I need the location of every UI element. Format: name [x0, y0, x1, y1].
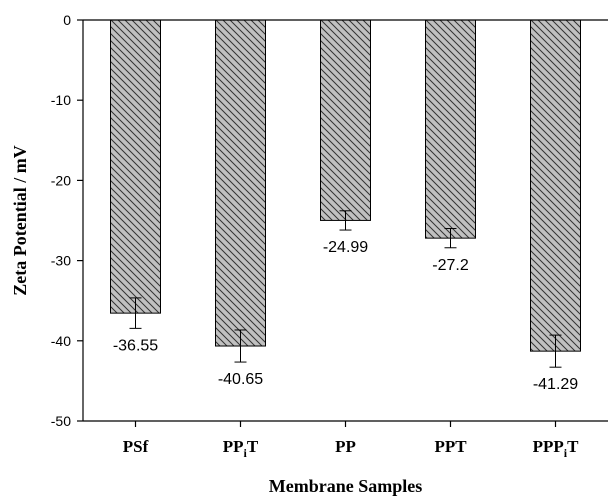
x-tick-label: PPiT — [223, 437, 259, 460]
bar-value-label: -41.29 — [533, 376, 578, 393]
bar — [215, 19, 266, 347]
y-tick-label: -50 — [51, 413, 71, 429]
x-axis-title: Membrane Samples — [269, 476, 422, 496]
data-labels: -36.55 -40.65 -24.99 -27.2 -41.29 — [113, 239, 578, 393]
bar-value-label: -27.2 — [432, 257, 469, 274]
y-ticks: 0 -10 -20 -30 -40 -50 — [51, 12, 83, 429]
bar-value-label: -24.99 — [323, 239, 368, 256]
bar — [320, 19, 371, 221]
y-tick-label: -40 — [51, 333, 71, 349]
x-tick-label: PSf — [123, 437, 149, 456]
y-tick-label: -20 — [51, 172, 71, 188]
x-ticks: PSf PPiT PP PPT PPPiT — [83, 420, 608, 460]
bar-value-label: -36.55 — [113, 337, 158, 354]
x-tick-label: PPPiT — [533, 437, 580, 460]
bar-value-label: -40.65 — [218, 371, 263, 388]
y-tick-label: -30 — [51, 253, 71, 269]
bar — [530, 19, 581, 352]
error-bars-layer — [129, 210, 562, 368]
bar — [425, 19, 476, 239]
y-tick-label: 0 — [63, 12, 71, 28]
bar — [110, 19, 161, 314]
y-axis-title: Zeta Potential / mV — [10, 145, 30, 295]
y-tick-label: -10 — [51, 92, 71, 108]
bars-layer — [110, 19, 581, 352]
x-tick-label: PP — [335, 437, 356, 456]
x-tick-label: PPT — [434, 437, 467, 456]
